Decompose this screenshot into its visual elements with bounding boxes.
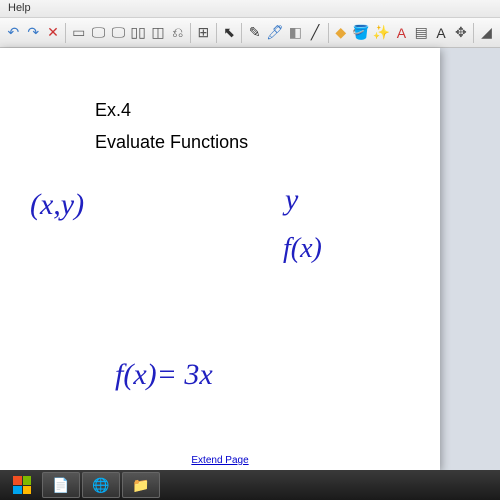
properties-icon[interactable]: ▤ — [412, 22, 431, 44]
text-icon[interactable]: A — [392, 22, 411, 44]
screen2-icon[interactable]: 🖵 — [109, 22, 128, 44]
creative-pen-icon[interactable]: 🖊 — [265, 22, 285, 44]
typed-line-1: Ex.4 — [95, 100, 131, 121]
fill-icon[interactable]: 🪣 — [351, 22, 370, 44]
windows-logo-icon — [13, 476, 31, 494]
move-icon[interactable]: ✥ — [452, 22, 471, 44]
redo-icon[interactable]: ↷ — [24, 22, 43, 44]
notebook-page[interactable]: Ex.4 Evaluate Functions (x,y) y f(x) f(x… — [0, 48, 440, 470]
toolbar-separator — [328, 23, 329, 43]
toolbar-separator — [216, 23, 217, 43]
text-tool-icon[interactable]: A — [432, 22, 451, 44]
line-icon[interactable]: ╱ — [306, 22, 325, 44]
select-icon[interactable]: ⬉ — [220, 22, 239, 44]
toolbar-separator — [65, 23, 66, 43]
table-icon[interactable]: ⊞ — [194, 22, 213, 44]
eraser-icon[interactable]: ◧ — [286, 22, 305, 44]
toolbar: ↶↷✕▭🖵🖵▯▯◫⎌⊞⬉✎🖊◧╱◆🪣✨A▤A✥◢ — [0, 18, 500, 48]
taskbar: 📄🌐📁 — [0, 470, 500, 500]
dual-screen-icon[interactable]: ▯▯ — [129, 22, 148, 44]
measure-icon[interactable]: ◢ — [477, 22, 496, 44]
extend-page-link[interactable]: Extend Page — [191, 455, 248, 466]
toolbar-separator — [473, 23, 474, 43]
chrome-app-icon[interactable]: 🌐 — [82, 472, 120, 498]
typed-line-2: Evaluate Functions — [95, 132, 248, 153]
magic-pen-icon[interactable]: ✨ — [372, 22, 391, 44]
shapes-icon[interactable]: ◆ — [331, 22, 350, 44]
notebook-app-icon[interactable]: 📄 — [42, 472, 80, 498]
menu-help[interactable]: Help — [8, 2, 31, 14]
handwriting-eq: f(x)= 3x — [115, 358, 213, 392]
undo-icon[interactable]: ↶ — [4, 22, 23, 44]
pen-icon[interactable]: ✎ — [245, 22, 264, 44]
delete-icon[interactable]: ✕ — [44, 22, 63, 44]
workspace: Ex.4 Evaluate Functions (x,y) y f(x) f(x… — [0, 48, 500, 470]
toolbar-separator — [241, 23, 242, 43]
screen-shade-icon[interactable]: ▭ — [69, 22, 88, 44]
handwriting-y: y — [285, 183, 298, 217]
doc-camera-icon[interactable]: ⎌ — [168, 22, 187, 44]
toolbar-separator — [190, 23, 191, 43]
screen1-icon[interactable]: 🖵 — [89, 22, 108, 44]
start-button[interactable] — [4, 472, 40, 498]
menu-bar: Help — [0, 0, 500, 18]
handwriting-xy: (x,y) — [30, 188, 84, 222]
explorer-app-icon[interactable]: 📁 — [122, 472, 160, 498]
handwriting-fx: f(x) — [283, 233, 322, 265]
capture-icon[interactable]: ◫ — [149, 22, 168, 44]
